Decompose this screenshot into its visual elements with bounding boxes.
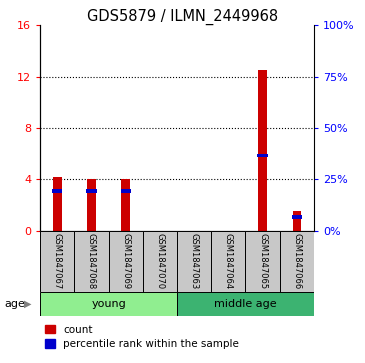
Bar: [40, 292, 177, 316]
Text: middle age: middle age: [214, 299, 277, 309]
Bar: [87, 189, 97, 193]
Bar: [292, 211, 301, 231]
Bar: [257, 154, 268, 157]
Text: GSM1847067: GSM1847067: [53, 233, 62, 289]
Text: GSM1847069: GSM1847069: [121, 233, 130, 289]
Bar: [280, 231, 314, 292]
Bar: [87, 179, 96, 231]
Text: GDS5879 / ILMN_2449968: GDS5879 / ILMN_2449968: [87, 9, 278, 25]
Text: GSM1847064: GSM1847064: [224, 233, 233, 289]
Bar: [120, 189, 131, 193]
Text: GSM1847063: GSM1847063: [190, 233, 199, 289]
Bar: [177, 292, 314, 316]
Text: GSM1847070: GSM1847070: [155, 233, 164, 289]
Bar: [258, 70, 267, 231]
Text: ▶: ▶: [24, 299, 31, 309]
Bar: [74, 231, 109, 292]
Text: young: young: [91, 299, 126, 309]
Bar: [177, 231, 211, 292]
Bar: [245, 231, 280, 292]
Text: GSM1847065: GSM1847065: [258, 233, 267, 289]
Bar: [211, 231, 245, 292]
Bar: [109, 231, 143, 292]
Bar: [143, 231, 177, 292]
Text: GSM1847066: GSM1847066: [292, 233, 301, 289]
Bar: [292, 215, 302, 219]
Text: GSM1847068: GSM1847068: [87, 233, 96, 289]
Bar: [52, 189, 62, 193]
Bar: [53, 177, 62, 231]
Text: age: age: [4, 299, 25, 309]
Legend: count, percentile rank within the sample: count, percentile rank within the sample: [45, 325, 239, 349]
Bar: [40, 231, 74, 292]
Bar: [122, 179, 130, 231]
